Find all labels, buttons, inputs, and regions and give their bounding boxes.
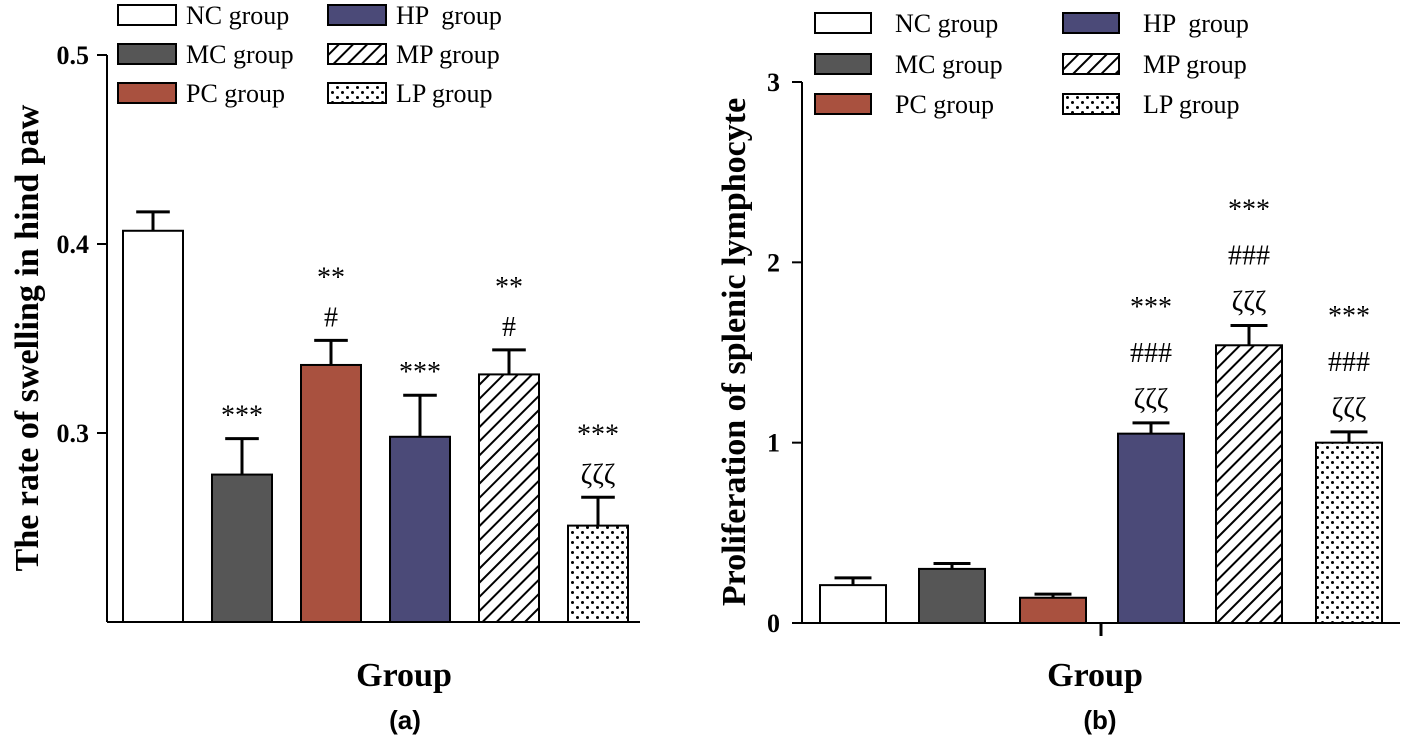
chart-b-sig-label-mp: ζζζ [1232, 286, 1267, 317]
chart-b-legend: NC group MC group PC group HP group MP group… [814, 9, 1249, 119]
chart-b-bar-hp [1117, 432, 1185, 624]
chart-a-sig-label-lp: *** [577, 419, 619, 450]
chart-a-sig-label-hp: *** [399, 357, 441, 388]
chart-b-bar-mc [918, 567, 986, 625]
chart-b-y-ticks: 0 1 2 3 [767, 68, 802, 638]
chart-a-y-axis-title: The rate of swelling in hind paw [9, 104, 46, 571]
chart-a-bar-mp [478, 373, 540, 623]
chart-a-y-ticks: 0.3 0.4 0.5 [57, 41, 107, 448]
chart-b-legend-label-mc: MC group [895, 50, 1003, 79]
chart-b-y-axis-title: Proliferation of splenic lymphocyte [716, 98, 753, 606]
chart-a-sig-label-mc: *** [221, 401, 263, 432]
chart-b-legend-swatch-mp [1062, 53, 1120, 75]
chart-b-sig-label-lp: ### [1328, 347, 1370, 378]
chart-b-legend-label-hp: HP group [1143, 9, 1249, 38]
chart-b-y-tick-label: 0 [767, 609, 780, 638]
chart-panel-b: ζζζ ### *** ζζζ ### *** ζζζ ### *** 0 1 2 3 Prolife… [716, 9, 1400, 735]
chart-a-legend-label-pc: PC group [186, 79, 285, 108]
chart-a-y-tick-label: 0.5 [57, 41, 90, 70]
chart-b-bar-mp [1215, 344, 1283, 624]
chart-a-legend-swatch-mp [327, 43, 387, 65]
chart-b-bar-nc [819, 584, 887, 625]
chart-a-sig-label-lp: ζζζ [581, 459, 616, 490]
chart-b-sig-label-hp: ζζζ [1134, 384, 1169, 415]
chart-a-bar-lp [567, 524, 629, 623]
chart-a-legend-label-nc: NC group [186, 1, 289, 30]
chart-a-x-axis-title: Group [356, 657, 452, 694]
chart-a-legend-swatch-lp [327, 82, 387, 104]
chart-b-sig-label-mp: *** [1228, 194, 1270, 225]
chart-a-legend: NC group MC group PC group HP group MP group… [117, 1, 502, 108]
chart-a-legend-label-mp: MP group [396, 40, 500, 69]
chart-b-legend-label-pc: PC group [895, 90, 994, 119]
chart-a-legend-swatch-hp [327, 4, 387, 26]
chart-a-marks: ***#*****#**ζζζ*** [122, 210, 629, 624]
chart-a-legend-label-mc: MC group [186, 40, 294, 69]
chart-a-sig-label-mp: # [502, 312, 516, 343]
chart-b-legend-swatch-pc [814, 93, 872, 115]
chart-b-panel-label: (b) [1083, 705, 1116, 735]
chart-a-legend-swatch-mc [117, 43, 177, 65]
chart-a-bar-mc [211, 473, 273, 623]
chart-b-sig-label-mp: ### [1228, 240, 1270, 271]
chart-b-y-tick-label: 3 [767, 68, 780, 97]
chart-b-bar-lp [1315, 441, 1383, 624]
chart-a-bar-nc [122, 229, 184, 624]
chart-b-legend-label-lp: LP group [1143, 90, 1240, 119]
chart-b-y-tick-label: 1 [767, 429, 780, 458]
chart-a-legend-label-lp: LP group [396, 79, 493, 108]
chart-b-sig-label-hp: ### [1130, 338, 1172, 369]
chart-a-sig-label-pc: ** [317, 262, 345, 293]
chart-b-legend-swatch-hp [1062, 12, 1120, 34]
chart-b-sig-label-lp: ζζζ [1332, 393, 1367, 424]
chart-b-legend-swatch-nc [814, 12, 872, 34]
chart-b-sig-label-hp: *** [1130, 292, 1172, 323]
chart-a-legend-label-hp: HP group [396, 1, 502, 30]
chart-a-panel-label: (a) [389, 705, 421, 735]
chart-a-y-tick-label: 0.4 [57, 230, 90, 259]
chart-b-y-tick-label: 2 [767, 248, 780, 277]
chart-b-x-axis-title: Group [1047, 657, 1143, 694]
chart-a-bar-pc [300, 363, 362, 623]
chart-a-y-tick-label: 0.3 [57, 419, 90, 448]
chart-b-legend-swatch-mc [814, 53, 872, 75]
chart-a-sig-label-pc: # [324, 302, 338, 333]
chart-b-legend-label-nc: NC group [895, 9, 998, 38]
chart-a-legend-swatch-pc [117, 82, 177, 104]
chart-b-bar-pc [1019, 596, 1087, 625]
chart-panel-a: ***#*****#**ζζζ*** 0.30.40.5 The rate of… [9, 1, 640, 735]
chart-a-legend-swatch-nc [117, 4, 177, 26]
chart-b-sig-label-lp: *** [1328, 301, 1370, 332]
chart-a-sig-label-mp: ** [495, 272, 523, 303]
chart-b-legend-label-mp: MP group [1143, 50, 1247, 79]
chart-b-legend-swatch-lp [1062, 93, 1120, 115]
chart-b-marks: ζζζ ### *** ζζζ ### *** ζζζ ### *** [819, 194, 1383, 625]
chart-a-bar-hp [389, 435, 451, 623]
